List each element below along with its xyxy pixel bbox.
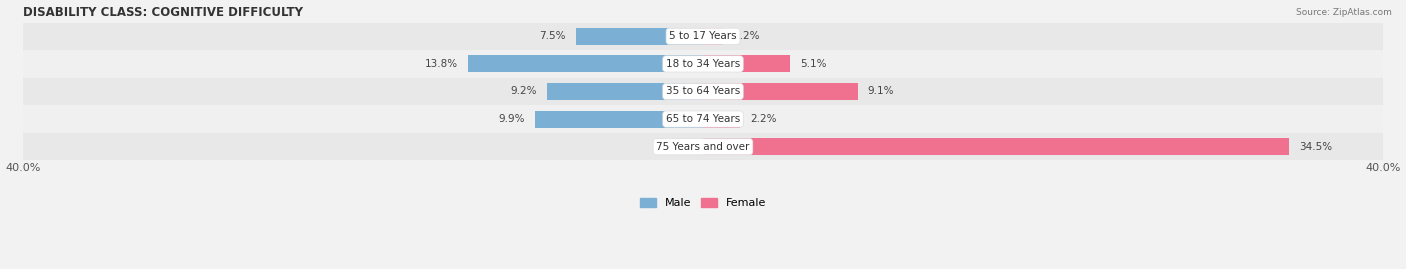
Text: 0.0%: 0.0% xyxy=(666,142,693,152)
Bar xyxy=(468,55,703,72)
Bar xyxy=(24,133,1382,161)
Text: 18 to 34 Years: 18 to 34 Years xyxy=(666,59,740,69)
Text: 1.2%: 1.2% xyxy=(734,31,761,41)
Bar xyxy=(24,50,1382,78)
Text: Source: ZipAtlas.com: Source: ZipAtlas.com xyxy=(1296,8,1392,17)
Bar xyxy=(534,111,703,128)
Text: 7.5%: 7.5% xyxy=(538,31,565,41)
Text: DISABILITY CLASS: COGNITIVE DIFFICULTY: DISABILITY CLASS: COGNITIVE DIFFICULTY xyxy=(24,6,304,19)
Text: 75 Years and over: 75 Years and over xyxy=(657,142,749,152)
Legend: Male, Female: Male, Female xyxy=(636,194,770,213)
Text: 13.8%: 13.8% xyxy=(425,59,458,69)
Bar xyxy=(24,105,1382,133)
Bar xyxy=(24,78,1382,105)
Bar xyxy=(575,28,703,45)
Text: 35 to 64 Years: 35 to 64 Years xyxy=(666,87,740,97)
Text: 5 to 17 Years: 5 to 17 Years xyxy=(669,31,737,41)
Bar xyxy=(703,83,858,100)
Bar xyxy=(703,111,741,128)
Bar xyxy=(703,28,724,45)
Text: 2.2%: 2.2% xyxy=(751,114,778,124)
Bar xyxy=(703,138,1289,155)
Text: 5.1%: 5.1% xyxy=(800,59,827,69)
Text: 34.5%: 34.5% xyxy=(1299,142,1333,152)
Text: 9.9%: 9.9% xyxy=(498,114,524,124)
Bar xyxy=(24,23,1382,50)
Text: 9.1%: 9.1% xyxy=(868,87,894,97)
Bar xyxy=(547,83,703,100)
Bar xyxy=(703,55,790,72)
Text: 9.2%: 9.2% xyxy=(510,87,537,97)
Text: 65 to 74 Years: 65 to 74 Years xyxy=(666,114,740,124)
